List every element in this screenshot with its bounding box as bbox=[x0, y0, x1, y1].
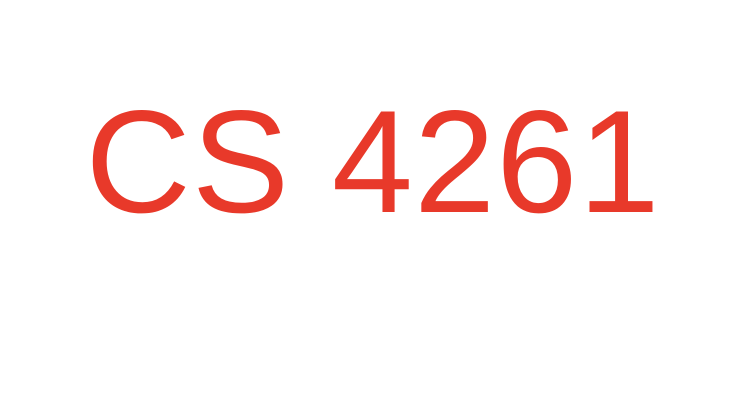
slide-title: CS 4261 bbox=[85, 80, 661, 243]
